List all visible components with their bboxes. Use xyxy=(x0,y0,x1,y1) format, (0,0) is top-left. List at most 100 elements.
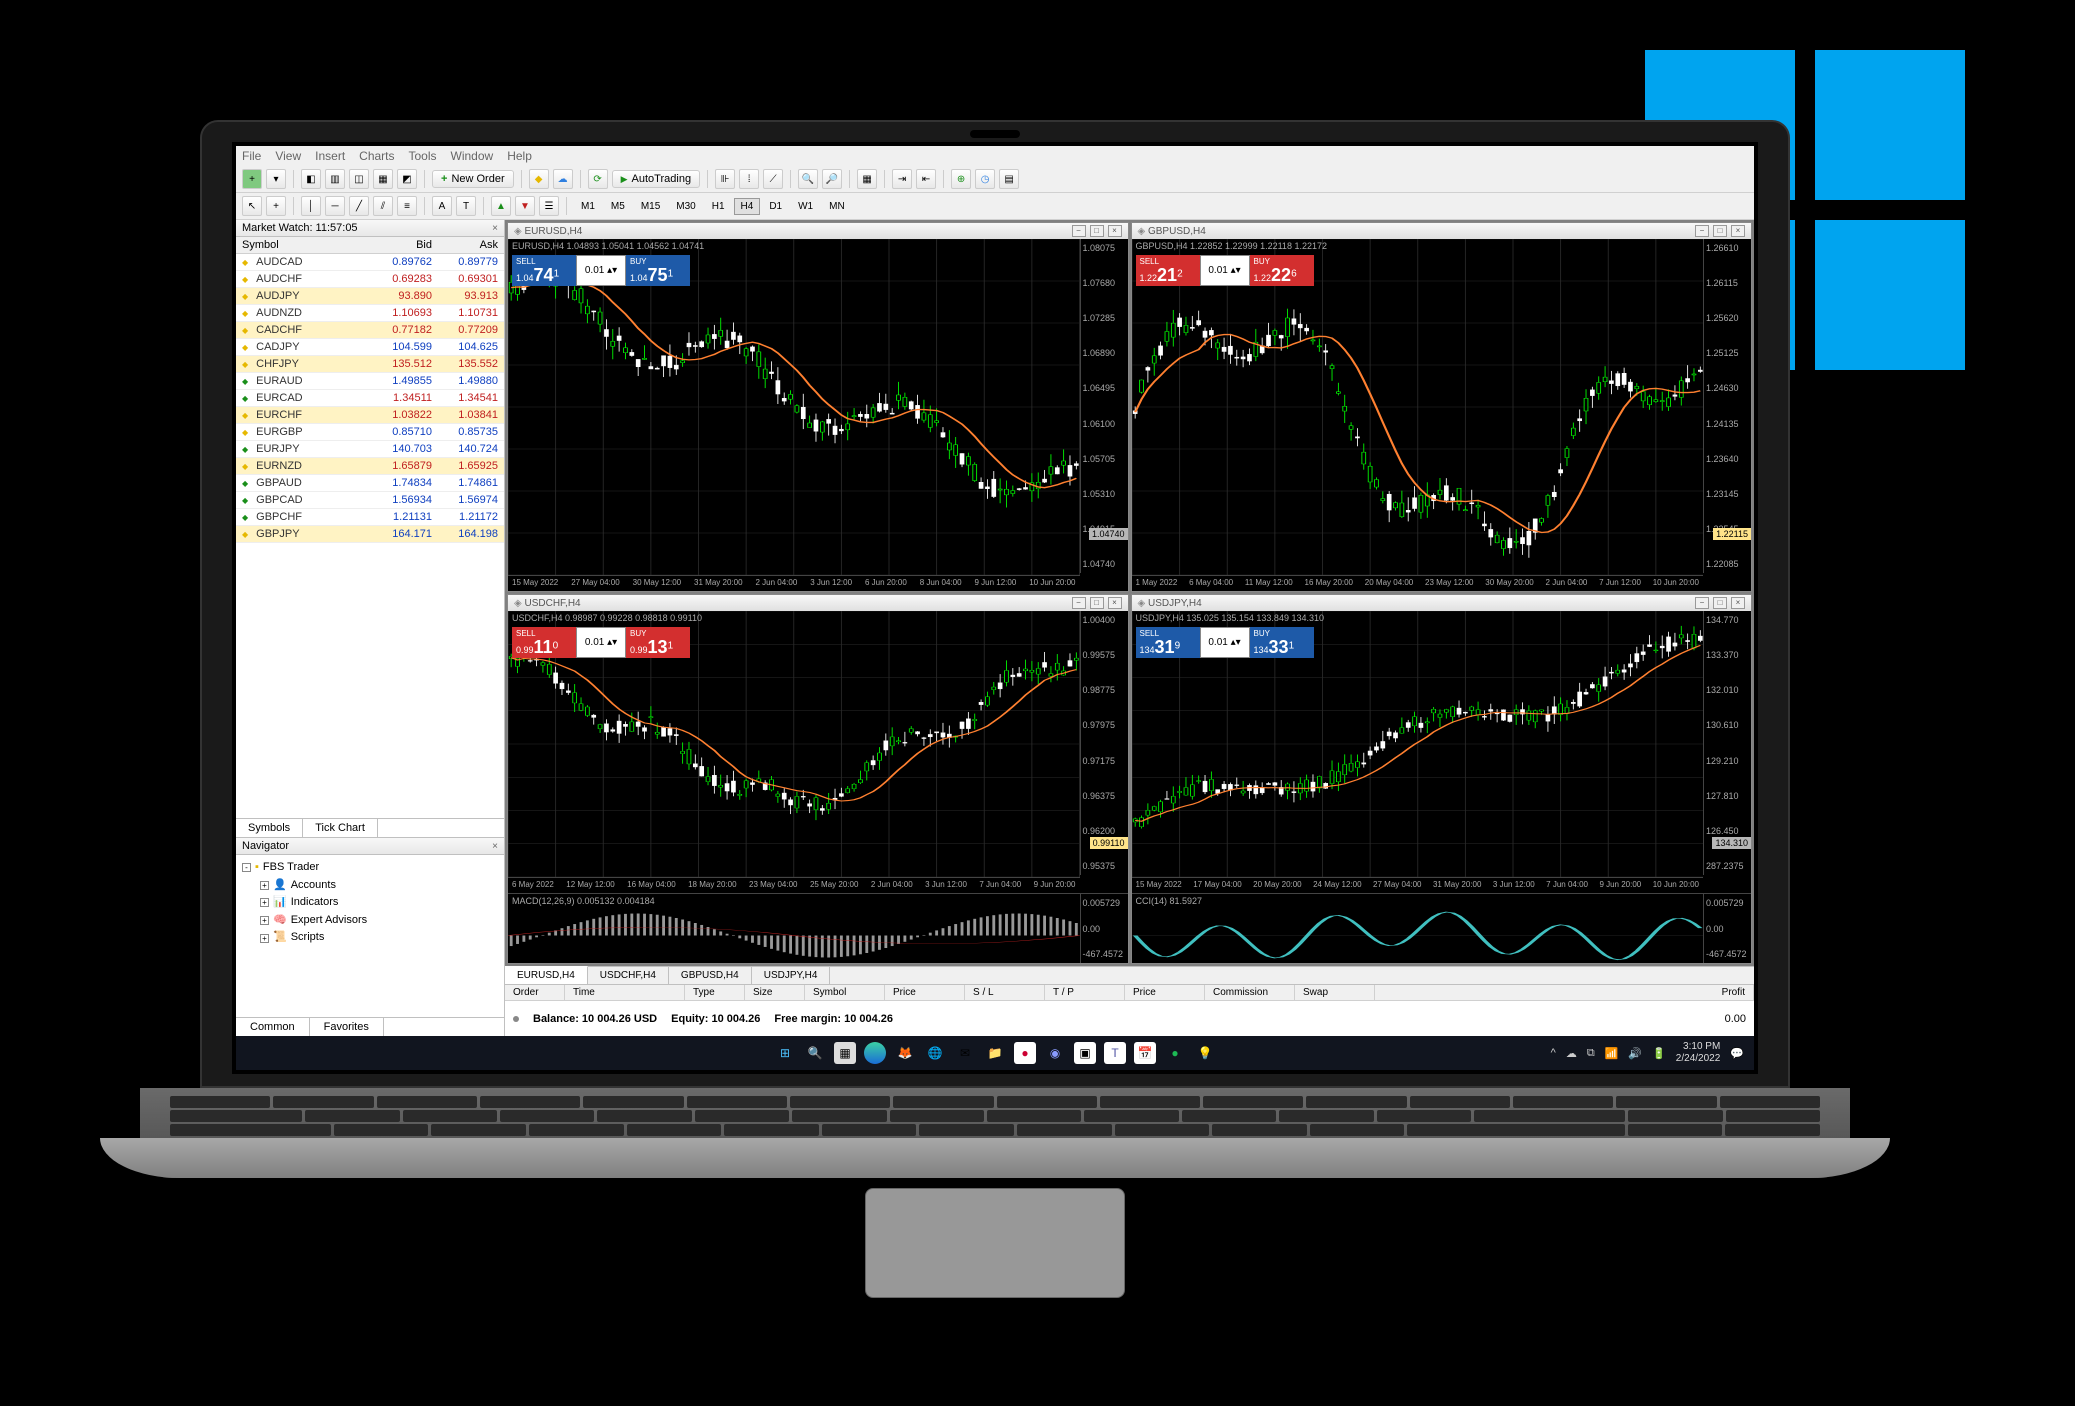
line-chart-icon[interactable]: ⟋ xyxy=(763,169,783,189)
buy-button[interactable]: BUY 134331 xyxy=(1250,627,1314,658)
column-header[interactable]: Size xyxy=(745,985,805,1000)
menu-item[interactable]: Help xyxy=(507,149,532,163)
text-icon[interactable]: A xyxy=(432,196,452,216)
meta-icon[interactable]: ◆ xyxy=(529,169,549,189)
hline-icon[interactable]: ─ xyxy=(325,196,345,216)
chart-titlebar[interactable]: ◈ USDJPY,H4 − □ × xyxy=(1132,595,1752,611)
market-watch-row[interactable]: AUDNZD 1.10693 1.10731 xyxy=(236,305,504,322)
market-watch-row[interactable]: CADJPY 104.599 104.625 xyxy=(236,339,504,356)
maximize-icon[interactable]: □ xyxy=(1090,225,1104,237)
fib-icon[interactable]: ≡ xyxy=(397,196,417,216)
firefox-icon[interactable]: 🦊 xyxy=(894,1042,916,1064)
market-watch-row[interactable]: AUDCHF 0.69283 0.69301 xyxy=(236,271,504,288)
auto-scroll-icon[interactable]: ⇤ xyxy=(916,169,936,189)
close-icon[interactable]: × xyxy=(492,223,498,234)
market-watch-row[interactable]: AUDJPY 93.890 93.913 xyxy=(236,288,504,305)
chart-body[interactable]: USDCHF,H4 0.98987 0.99228 0.98818 0.9911… xyxy=(508,611,1128,963)
tips-icon[interactable]: 💡 xyxy=(1194,1042,1216,1064)
timeframe-button[interactable]: W1 xyxy=(791,198,820,215)
new-doc-icon[interactable]: + xyxy=(242,169,262,189)
close-icon[interactable]: × xyxy=(1731,597,1745,609)
app-icon[interactable]: ● xyxy=(1014,1042,1036,1064)
market-watch-row[interactable]: AUDCAD 0.89762 0.89779 xyxy=(236,254,504,271)
bar-chart-icon[interactable]: ⊪ xyxy=(715,169,735,189)
minimize-icon[interactable]: − xyxy=(1072,597,1086,609)
strategy-icon[interactable]: ◩ xyxy=(397,169,417,189)
column-header[interactable]: Commission xyxy=(1205,985,1295,1000)
tile-icon[interactable]: ▦ xyxy=(857,169,877,189)
column-header[interactable]: Swap xyxy=(1295,985,1375,1000)
chart-tab[interactable]: USDJPY,H4 xyxy=(752,967,831,984)
market-watch-row[interactable]: EURJPY 140.703 140.724 xyxy=(236,441,504,458)
arrow-down-icon[interactable]: ▼ xyxy=(515,196,535,216)
notifications-icon[interactable]: 💬 xyxy=(1730,1047,1744,1060)
template-icon[interactable]: ▤ xyxy=(999,169,1019,189)
spotify-icon[interactable]: ● xyxy=(1164,1042,1186,1064)
clock[interactable]: 3:10 PM 2/24/2022 xyxy=(1676,1041,1721,1065)
explorer-icon[interactable]: 📁 xyxy=(984,1042,1006,1064)
column-header[interactable]: Order xyxy=(505,985,565,1000)
timeframe-button[interactable]: M30 xyxy=(669,198,702,215)
market-watch-row[interactable]: GBPJPY 164.171 164.198 xyxy=(236,526,504,543)
task-view-icon[interactable]: ▦ xyxy=(834,1042,856,1064)
menu-item[interactable]: Window xyxy=(451,149,494,163)
battery-icon[interactable]: 🔋 xyxy=(1652,1047,1666,1060)
mail-icon[interactable]: ✉ xyxy=(954,1042,976,1064)
close-icon[interactable]: × xyxy=(1108,597,1122,609)
cursor-icon[interactable]: ↖ xyxy=(242,196,262,216)
buy-button[interactable]: BUY 1.04751 xyxy=(626,255,690,286)
teams-icon[interactable]: T xyxy=(1104,1042,1126,1064)
timeframe-button[interactable]: MN xyxy=(822,198,852,215)
shift-icon[interactable]: ⇥ xyxy=(892,169,912,189)
options-icon[interactable]: ⟳ xyxy=(588,169,608,189)
column-header[interactable]: Profit xyxy=(1375,985,1754,1000)
chart-titlebar[interactable]: ◈ EURUSD,H4 − □ × xyxy=(508,223,1128,239)
discord-icon[interactable]: ◉ xyxy=(1044,1042,1066,1064)
tab[interactable]: Tick Chart xyxy=(303,819,378,837)
tab[interactable]: Common xyxy=(236,1018,310,1036)
data-icon[interactable]: ▦ xyxy=(373,169,393,189)
tree-item[interactable]: +🧠Expert Advisors xyxy=(242,912,498,930)
market-watch-row[interactable]: EURCAD 1.34511 1.34541 xyxy=(236,390,504,407)
arrow-up-icon[interactable]: ▲ xyxy=(491,196,511,216)
market-watch-row[interactable]: EURNZD 1.65879 1.65925 xyxy=(236,458,504,475)
menu-item[interactable]: Charts xyxy=(359,149,394,163)
new-order-button[interactable]: New Order xyxy=(432,170,514,188)
column-header[interactable]: Time xyxy=(565,985,685,1000)
close-icon[interactable]: × xyxy=(1108,225,1122,237)
market-watch-row[interactable]: EURCHF 1.03822 1.03841 xyxy=(236,407,504,424)
tree-item[interactable]: +📜Scripts xyxy=(242,929,498,947)
minimize-icon[interactable]: − xyxy=(1695,597,1709,609)
chart-tab[interactable]: EURUSD,H4 xyxy=(505,966,588,984)
timeframe-button[interactable]: M5 xyxy=(604,198,632,215)
sell-button[interactable]: SELL 134319 xyxy=(1136,627,1200,658)
minimize-icon[interactable]: − xyxy=(1072,225,1086,237)
chart-tab[interactable]: GBPUSD,H4 xyxy=(669,967,752,984)
channel-icon[interactable]: ⫽ xyxy=(373,196,393,216)
timeframe-button[interactable]: M1 xyxy=(574,198,602,215)
chart-titlebar[interactable]: ◈ GBPUSD,H4 − □ × xyxy=(1132,223,1752,239)
open-icon[interactable]: ▾ xyxy=(266,169,286,189)
buy-button[interactable]: BUY 1.22226 xyxy=(1250,255,1314,286)
timeframe-button[interactable]: H4 xyxy=(734,198,761,215)
zoom-out-icon[interactable]: 🔎 xyxy=(822,169,842,189)
market-watch-row[interactable]: EURAUD 1.49855 1.49880 xyxy=(236,373,504,390)
sell-button[interactable]: SELL 1.22212 xyxy=(1136,255,1200,286)
column-header[interactable]: S / L xyxy=(965,985,1045,1000)
volume-icon[interactable]: 🔊 xyxy=(1628,1047,1642,1060)
lot-input[interactable]: 0.01 ▴▾ xyxy=(576,255,626,286)
search-icon[interactable]: 🔍 xyxy=(804,1042,826,1064)
thumbs-icon[interactable]: ☰ xyxy=(539,196,559,216)
timeframe-button[interactable]: H1 xyxy=(705,198,732,215)
app2-icon[interactable]: ▣ xyxy=(1074,1042,1096,1064)
column-header[interactable]: Price xyxy=(885,985,965,1000)
lot-input[interactable]: 0.01 ▴▾ xyxy=(1200,627,1250,658)
start-icon[interactable]: ⊞ xyxy=(774,1042,796,1064)
maximize-icon[interactable]: □ xyxy=(1090,597,1104,609)
sell-button[interactable]: SELL 0.99110 xyxy=(512,627,576,658)
timeframe-button[interactable]: M15 xyxy=(634,198,667,215)
menu-item[interactable]: View xyxy=(275,149,301,163)
menu-item[interactable]: Tools xyxy=(409,149,437,163)
column-header[interactable]: Symbol xyxy=(805,985,885,1000)
market-watch-row[interactable]: CADCHF 0.77182 0.77209 xyxy=(236,322,504,339)
